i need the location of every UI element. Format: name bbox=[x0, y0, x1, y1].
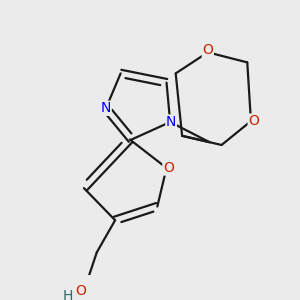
Text: O: O bbox=[202, 44, 213, 58]
Text: O: O bbox=[248, 114, 259, 128]
Text: O: O bbox=[75, 284, 86, 298]
Text: N: N bbox=[166, 115, 176, 129]
Text: O: O bbox=[163, 161, 174, 175]
Text: N: N bbox=[101, 101, 111, 115]
Text: H: H bbox=[62, 290, 73, 300]
